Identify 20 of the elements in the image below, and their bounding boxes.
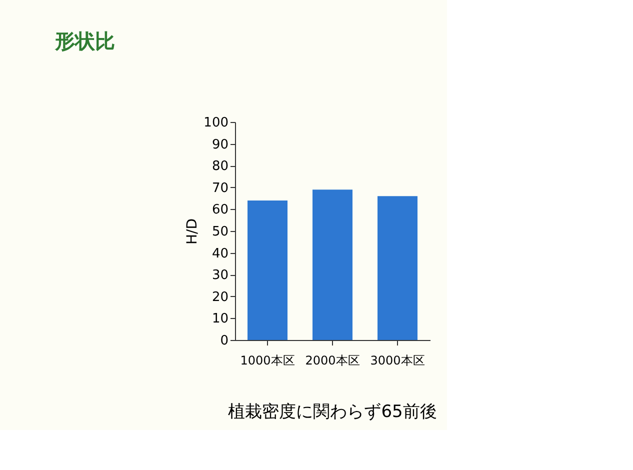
text: 植栽密度に関わらず65前後	[228, 402, 437, 422]
chart-title: 形状比	[54, 29, 115, 53]
bar	[248, 200, 288, 340]
bar	[312, 190, 352, 340]
y-tick-label: 0	[220, 334, 228, 348]
y-tick-label: 50	[212, 224, 228, 240]
x-tick-label: 2000本区	[305, 354, 360, 368]
x-tick-label: 1000本区	[240, 354, 295, 368]
x-tick-label: 3000本区	[370, 354, 425, 368]
y-tick-label: 100	[204, 116, 228, 130]
y-tick-label: 70	[212, 180, 228, 196]
y-tick-label: 20	[212, 290, 228, 305]
bar	[378, 196, 418, 340]
y-tick-label: 30	[212, 268, 228, 284]
y-axis-title: H/D	[184, 218, 201, 245]
y-tick-label: 40	[212, 246, 228, 262]
y-tick-label: 10	[212, 312, 228, 327]
y-tick-label: 90	[212, 137, 228, 152]
y-tick-label: 60	[212, 202, 228, 218]
y-tick-label: 80	[212, 159, 228, 174]
